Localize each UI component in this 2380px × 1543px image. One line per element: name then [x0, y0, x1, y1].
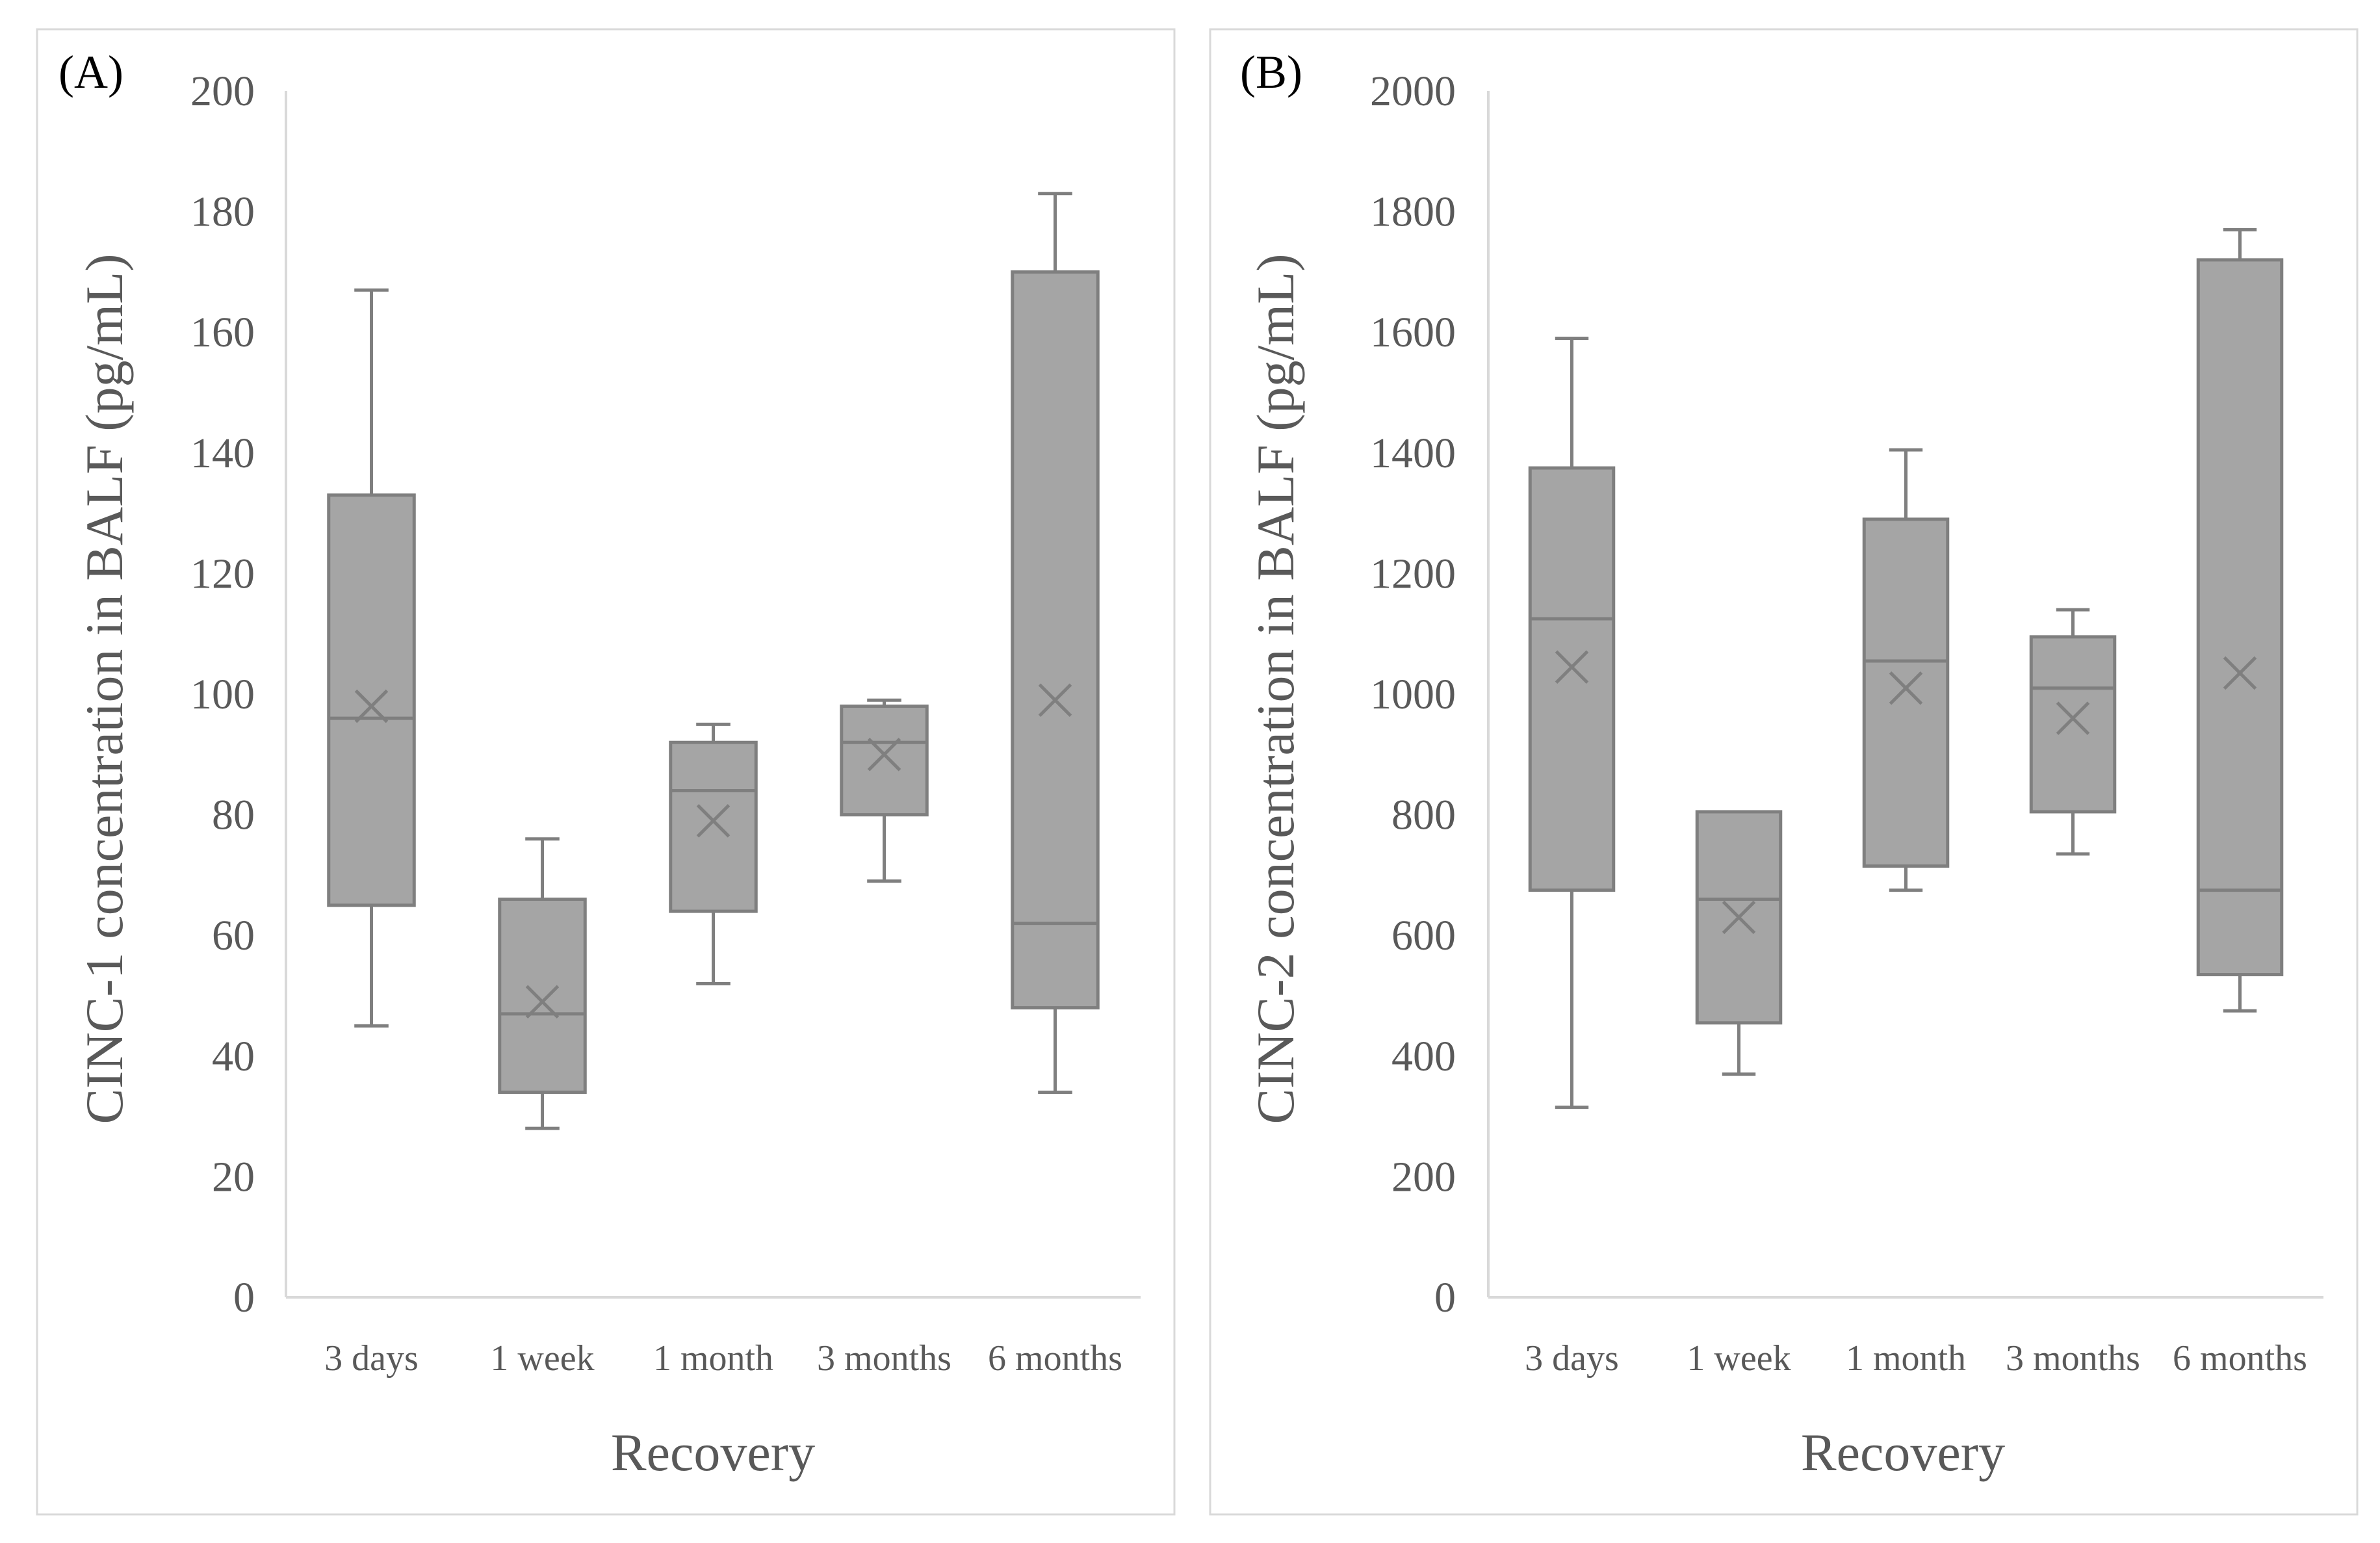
panel-a-y-tick-label: 100 — [190, 671, 255, 718]
panel-b-x-tick-label: 3 months — [2006, 1338, 2140, 1379]
panel-b: (B) CINC-2 concentration in BALF (pg/mL)… — [1209, 28, 2359, 1516]
mean-marker — [867, 738, 901, 772]
panel-b-label: (B) — [1240, 46, 1302, 98]
mean-marker — [1722, 900, 1756, 935]
iqr-box — [327, 493, 416, 907]
panel-a-x-axis-title: Recovery — [611, 1423, 815, 1482]
panel-b-y-tick-label: 1800 — [1370, 188, 1456, 236]
panel-a-box-4 — [1011, 192, 1100, 1094]
mean-marker — [1889, 671, 1923, 705]
panel-b-y-tick-label: 1000 — [1370, 671, 1456, 718]
iqr-box — [1862, 517, 1950, 868]
panel-a-y-tick-label: 200 — [190, 68, 255, 115]
panel-a-tick-labels: 0 20 40 60 80 100 120 140 160 180 200 3 days 1 week 1… — [190, 68, 1122, 1379]
panel-a-y-tick-label: 40 — [212, 1033, 255, 1080]
panel-b-y-tick-label: 400 — [1391, 1033, 1456, 1080]
panel-b-x-tick-label: 3 days — [1525, 1338, 1619, 1379]
iqr-box — [669, 740, 758, 913]
panel-b-axes — [1487, 91, 2323, 1299]
panel-b-y-tick-label: 600 — [1391, 912, 1456, 959]
panel-b-x-axis-title: Recovery — [1801, 1423, 2005, 1482]
panel-a-x-tick-label: 6 months — [988, 1338, 1122, 1379]
panel-a-box-0 — [327, 288, 416, 1028]
panel-a-y-tick-label: 20 — [212, 1153, 255, 1200]
mean-marker — [1555, 650, 1589, 684]
panel-a-box-2 — [669, 722, 758, 985]
panel-a-y-tick-label: 0 — [233, 1274, 255, 1321]
panel-b-box-1 — [1695, 810, 1783, 1076]
panel-a-x-tick-label: 1 month — [653, 1338, 773, 1379]
panel-a: (A) CINC-1 concentration in BALF (pg/mL)… — [36, 28, 1176, 1516]
mean-marker — [525, 985, 560, 1019]
panel-a-frame — [36, 28, 1176, 1516]
panel-a-x-tick-label: 1 week — [490, 1338, 594, 1379]
panel-b-y-tick-label: 1600 — [1370, 309, 1456, 356]
panel-b-y-tick-label: 200 — [1391, 1153, 1456, 1200]
panel-b-y-tick-label: 0 — [1434, 1274, 1456, 1321]
panel-b-y-tick-label: 2000 — [1370, 68, 1456, 115]
mean-marker — [1038, 683, 1072, 718]
panel-a-y-tick-label: 140 — [190, 430, 255, 477]
panel-b-y-axis-title: CINC-2 concentration in BALF (pg/mL) — [1246, 253, 1305, 1124]
panel-b-y-tick-label: 1200 — [1370, 550, 1456, 597]
panel-a-box-1 — [498, 837, 587, 1130]
mean-marker — [2056, 701, 2090, 735]
panel-a-label: (A) — [58, 46, 123, 98]
mean-marker — [354, 689, 389, 723]
panel-b-frame — [1209, 28, 2359, 1516]
panel-b-tick-labels: 0 200 400 600 800 1000 1200 1400 1600 1800 2000 3 d… — [1370, 68, 2307, 1379]
mean-marker — [696, 804, 731, 838]
panel-a-x-tick-label: 3 days — [324, 1338, 419, 1379]
iqr-box — [2029, 635, 2117, 814]
panel-b-y-tick-label: 800 — [1391, 792, 1456, 839]
panel-a-y-tick-label: 120 — [190, 550, 255, 597]
panel-a-x-tick-label: 3 months — [817, 1338, 951, 1379]
panel-a-y-axis-title: CINC-1 concentration in BALF (pg/mL) — [75, 253, 134, 1124]
panel-b-y-tick-label: 1400 — [1370, 430, 1456, 477]
mean-marker — [2223, 656, 2257, 690]
panel-b-box-3 — [2029, 608, 2117, 856]
panel-b-box-2 — [1862, 448, 1950, 892]
panel-a-axes — [285, 91, 1141, 1299]
panel-a-y-tick-label: 60 — [212, 912, 255, 959]
panel-b-boxes — [1528, 227, 2284, 1109]
panel-b-x-tick-label: 1 week — [1687, 1338, 1791, 1379]
panel-b-box-4 — [2196, 227, 2284, 1013]
panel-b-x-tick-label: 1 month — [1846, 1338, 1966, 1379]
panel-a-boxes — [327, 192, 1100, 1130]
panel-b-x-tick-label: 6 months — [2173, 1338, 2307, 1379]
panel-a-y-tick-label: 160 — [190, 309, 255, 356]
iqr-box — [1011, 270, 1100, 1010]
panel-b-box-0 — [1528, 336, 1616, 1109]
panel-a-y-tick-label: 80 — [212, 792, 255, 839]
iqr-box — [2196, 258, 2284, 977]
iqr-box — [498, 898, 587, 1094]
iqr-box — [1528, 466, 1616, 892]
panel-a-y-tick-label: 180 — [190, 188, 255, 236]
iqr-box — [840, 705, 929, 817]
panel-a-box-3 — [840, 698, 929, 883]
